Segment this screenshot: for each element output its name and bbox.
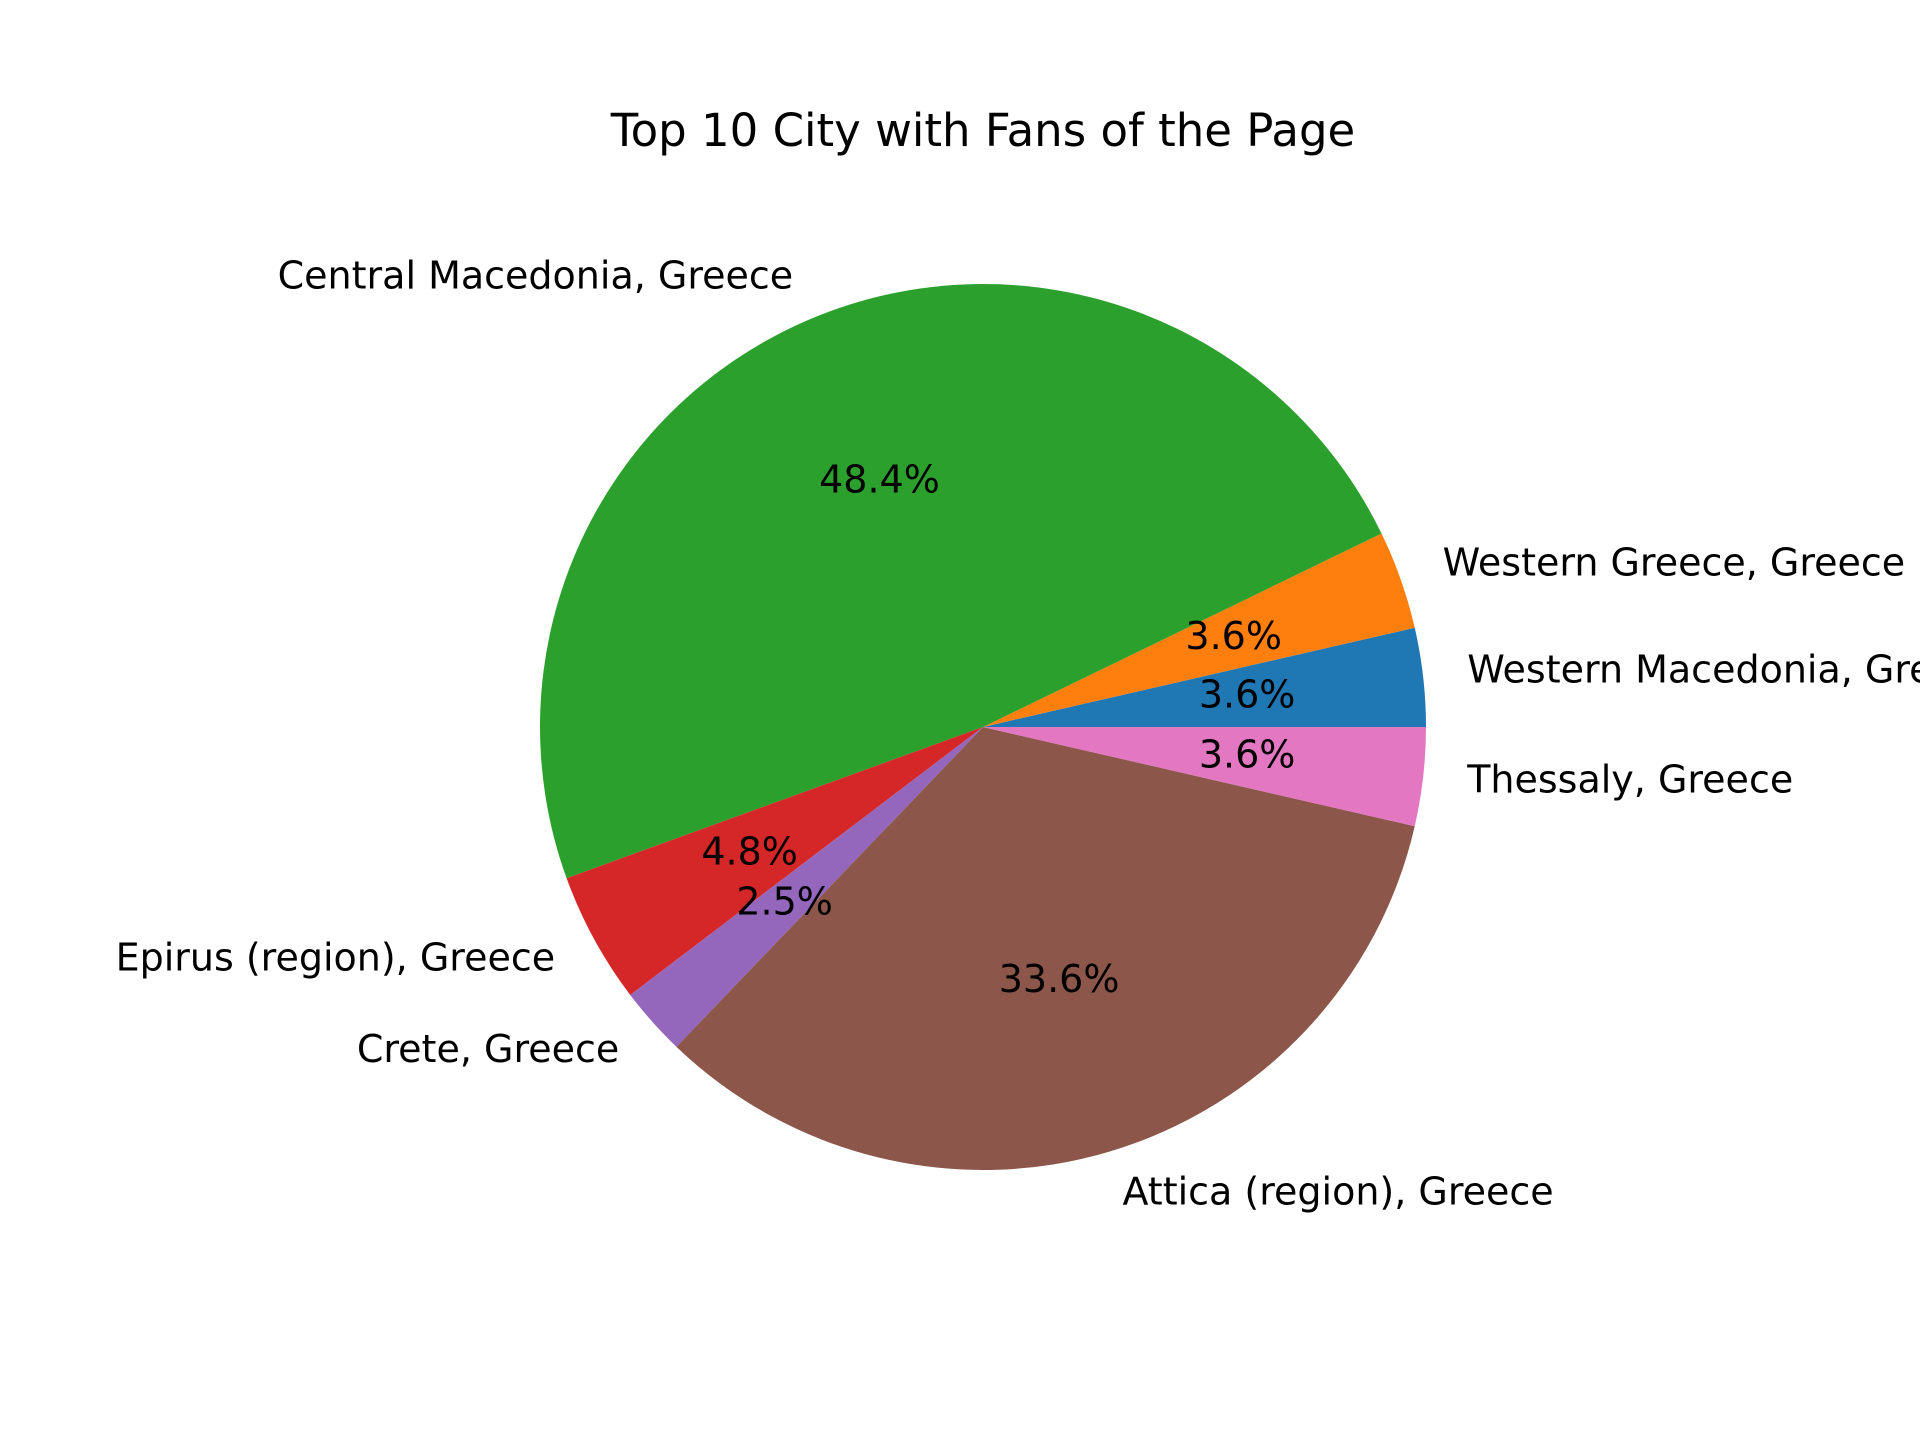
pie-slice-western-macedonia-greece xyxy=(983,627,1426,727)
slice-label-epirus-region-greece: Epirus (region), Greece xyxy=(116,936,556,980)
slice-label-thessaly-greece: Thessaly, Greece xyxy=(1466,757,1793,801)
pie-slice-western-greece-greece xyxy=(983,533,1415,727)
chart-title: Top 10 City with Fans of the Page xyxy=(610,104,1355,157)
pct-label-western-macedonia-greece: 3.6% xyxy=(1199,673,1296,717)
pie-slice-central-macedonia-greece xyxy=(539,283,1382,879)
slices-layer xyxy=(539,283,1426,1171)
pct-label-crete-greece: 2.5% xyxy=(736,879,833,923)
pct-label-attica-region-greece: 33.6% xyxy=(999,957,1120,1001)
pct-label-western-greece-greece: 3.6% xyxy=(1185,614,1282,658)
pct-label-central-macedonia-greece: 48.4% xyxy=(819,458,940,502)
pie-slice-crete-greece xyxy=(630,727,983,1047)
pct-label-epirus-region-greece: 4.8% xyxy=(701,830,798,874)
labels-layer: Western Macedonia, Greece Western Greece,… xyxy=(116,254,1920,1214)
slice-label-attica-region-greece: Attica (region), Greece xyxy=(1122,1169,1553,1213)
pct-label-thessaly-greece: 3.6% xyxy=(1199,732,1296,776)
pct-labels-layer: 3.6% 3.6% 48.4% 4.8% 2.5% 33.6% 3.6% xyxy=(701,458,1295,1001)
slice-label-western-macedonia-greece: Western Macedonia, Greece xyxy=(1467,648,1920,692)
pie-slice-epirus-region-greece xyxy=(566,727,983,995)
pie-slice-attica-region-greece xyxy=(676,727,1415,1171)
pie-slice-thessaly-greece xyxy=(983,727,1426,827)
slice-label-crete-greece: Crete, Greece xyxy=(357,1027,619,1071)
slice-label-central-macedonia-greece: Central Macedonia, Greece xyxy=(278,254,794,298)
slice-label-western-greece-greece: Western Greece, Greece xyxy=(1443,540,1906,584)
